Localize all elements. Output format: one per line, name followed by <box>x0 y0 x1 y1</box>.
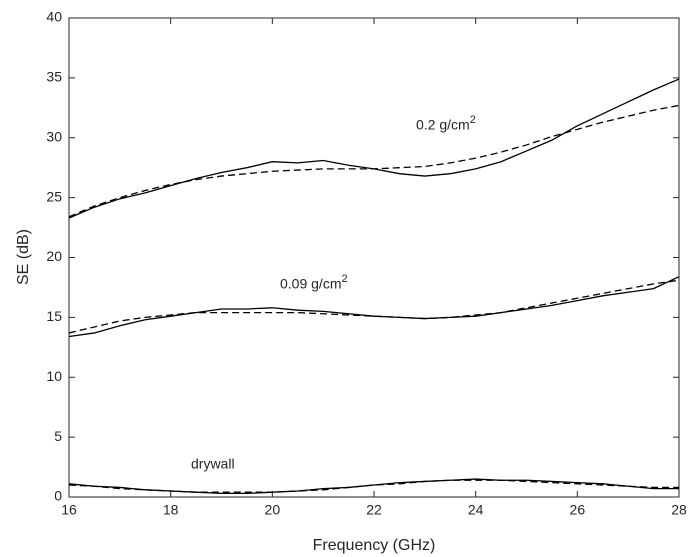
annotation: drywall <box>191 456 235 472</box>
x-tick-label: 22 <box>366 502 382 518</box>
fit-line <box>68 279 680 334</box>
measured-line <box>68 276 680 338</box>
y-tick-label: 40 <box>46 9 62 25</box>
y-tick-label: 5 <box>54 428 62 444</box>
annotation-superscript: 2 <box>470 114 476 126</box>
y-axis-title: SE (dB) <box>15 229 32 285</box>
y-tick-label: 0 <box>54 488 62 504</box>
y-tick-label: 10 <box>46 368 62 384</box>
x-axis-title: Frequency (GHz) <box>313 537 436 554</box>
y-tick-label: 30 <box>46 128 62 144</box>
y-tick-label: 25 <box>46 188 62 204</box>
x-tick-label: 18 <box>163 502 179 518</box>
x-tick-label: 26 <box>570 502 586 518</box>
fit-line <box>68 104 680 218</box>
fit-line <box>68 479 679 493</box>
plot-frame <box>68 17 680 498</box>
y-tick-label: 20 <box>46 248 62 264</box>
x-tick-label: 16 <box>61 502 77 518</box>
annotation: 0.2 g/cm2 <box>416 114 476 133</box>
measured-line <box>68 78 680 219</box>
x-tick-label: 24 <box>468 502 484 518</box>
x-tick-label: 20 <box>265 502 281 518</box>
annotation-superscript: 2 <box>341 273 347 285</box>
annotation: 0.09 g/cm2 <box>280 273 348 292</box>
y-tick-label: 35 <box>46 69 62 85</box>
x-tick-label: 28 <box>671 502 687 518</box>
y-tick-label: 15 <box>46 308 62 324</box>
